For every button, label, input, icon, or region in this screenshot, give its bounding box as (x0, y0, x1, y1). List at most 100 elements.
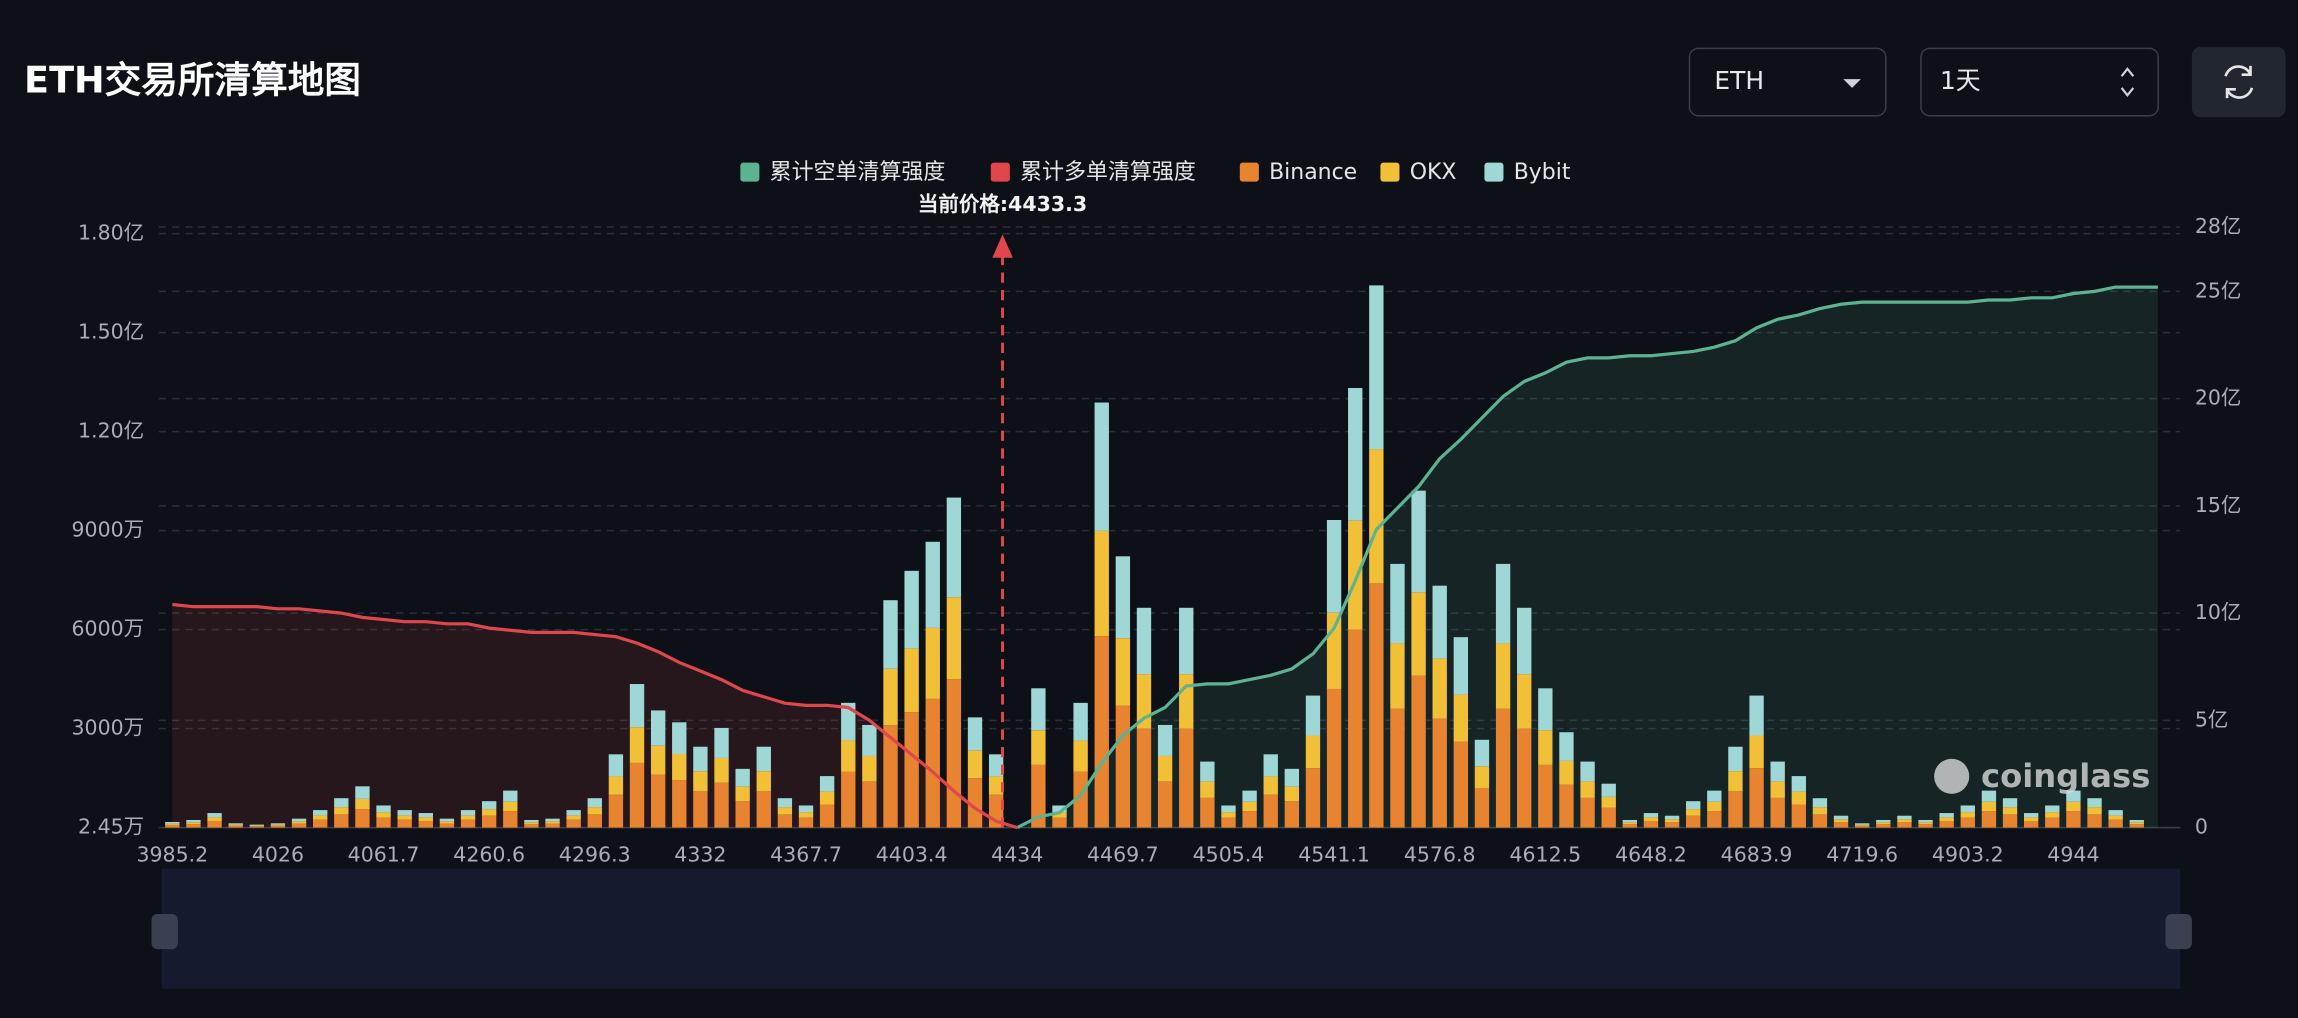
line (172, 602, 1018, 830)
bar-segment (2129, 819, 2144, 823)
bar-segment (503, 811, 518, 828)
bar-segment (186, 822, 201, 825)
bar-segment (376, 817, 391, 828)
bar-segment (1157, 724, 1173, 756)
bar-segment (1664, 822, 1680, 828)
bar-segment (2045, 817, 2060, 828)
bar-segment (2087, 814, 2102, 828)
x-tick-label: 4505.4 (1193, 842, 1265, 866)
bar-segment (1770, 761, 1785, 782)
bar-segment (587, 798, 602, 808)
x-tick-label: 4576.8 (1404, 842, 1476, 866)
bar-segment (1115, 638, 1131, 706)
select-value[interactable]: 1天 (1940, 66, 1981, 95)
plot: 2.45万 3000万 6000万 9000万 1.20亿 1.50亿 1.80亿 0 5亿 10… (72, 160, 2242, 867)
caret[interactable] (2120, 67, 2135, 97)
bar-segment (1052, 805, 1067, 813)
y2-tick-label: 15亿 (2195, 493, 2242, 517)
bar-segment (1221, 817, 1236, 828)
bar-segment (904, 648, 919, 713)
bar-segment (1052, 817, 1067, 828)
bar-segment (693, 746, 708, 772)
y-tick-label: 3000万 (72, 716, 145, 740)
interval-select[interactable]: 1天 (1920, 47, 2159, 117)
symbol-select[interactable]: ETH (1688, 47, 1887, 117)
x-tick-label: 3985.2 (136, 842, 208, 866)
select-value[interactable]: ETH (1714, 66, 1764, 95)
bar-segment (165, 821, 180, 824)
bar-segment (228, 823, 243, 825)
bar-segment (1326, 688, 1342, 828)
bar-segment (904, 712, 919, 828)
legend-swatch (1484, 162, 1504, 182)
bar-segment (2023, 817, 2039, 821)
x-tick-label: 4434 (991, 842, 1043, 866)
refresh-icon[interactable] (2224, 65, 2254, 99)
bar-segment (672, 753, 687, 781)
watermark-text: coinglass (1981, 757, 2150, 795)
bar-segment (291, 818, 307, 822)
bar-segment (1517, 728, 1532, 828)
bar-segment (1326, 520, 1342, 613)
button-bg[interactable] (2191, 46, 2286, 118)
bar-segment (270, 825, 286, 828)
x-tick-label: 4332 (674, 842, 726, 866)
bar-segment (1073, 771, 1088, 828)
select-box[interactable] (1688, 47, 1887, 117)
bar-segment (1305, 735, 1321, 769)
refresh-button[interactable] (2191, 46, 2286, 118)
bar-segment (1369, 285, 1384, 450)
bar-segment (1495, 643, 1511, 709)
x-tick-label: 4367.7 (770, 842, 842, 866)
bar-segment (313, 810, 328, 816)
y2-tick-label: 0 (2195, 815, 2208, 839)
bar-segment (1854, 824, 1870, 826)
bar-segment (629, 684, 645, 728)
bar-segment (777, 807, 793, 815)
bar-segment (1453, 741, 1469, 828)
bar-segment (946, 679, 962, 828)
bar-segment (1263, 794, 1278, 828)
bar-segment (291, 823, 307, 828)
select-box[interactable] (1920, 47, 2159, 117)
bar-segment (186, 819, 201, 823)
bar-segment (1179, 728, 1194, 828)
bar-segment (397, 815, 412, 820)
bar-segment (249, 824, 264, 826)
bar-segment (967, 778, 983, 828)
bar-segment (988, 776, 1004, 795)
bar-segment (418, 813, 433, 818)
zoom-handle[interactable] (151, 914, 178, 950)
bar-segment (1686, 815, 1701, 828)
bar-segment (270, 824, 286, 826)
x-tick-label: 4648.2 (1615, 842, 1687, 866)
bar-segment (1580, 761, 1595, 782)
bar-segment (1390, 708, 1405, 828)
caret[interactable] (1843, 79, 1861, 88)
bar-segment (545, 823, 560, 828)
zoom-track[interactable] (161, 868, 2181, 989)
bar-segment (1939, 813, 1954, 818)
bar-segment (1538, 688, 1553, 731)
bar-segment (1939, 817, 1954, 821)
bar-segment (439, 818, 455, 822)
bar-segment (186, 824, 201, 828)
bar-segment (798, 817, 814, 828)
bar-segment (2045, 805, 2060, 813)
bar-segment (1939, 820, 1954, 828)
bar-segment (1559, 760, 1574, 785)
bar-segment (946, 497, 962, 598)
legend-swatch (990, 162, 1010, 182)
bar-segment (1242, 801, 1257, 812)
bar-segment (1348, 520, 1363, 630)
y2-tick-label: 5亿 (2195, 707, 2229, 731)
bar-segment (1474, 739, 1490, 767)
bar-segment (819, 791, 835, 805)
bar-segment (1073, 702, 1088, 741)
bar-segment (841, 702, 856, 741)
zoom-handle[interactable] (2165, 914, 2192, 950)
bar-segment (1876, 824, 1891, 828)
y2-tick-label: 20亿 (2195, 386, 2242, 410)
bar-segment (1242, 811, 1257, 828)
